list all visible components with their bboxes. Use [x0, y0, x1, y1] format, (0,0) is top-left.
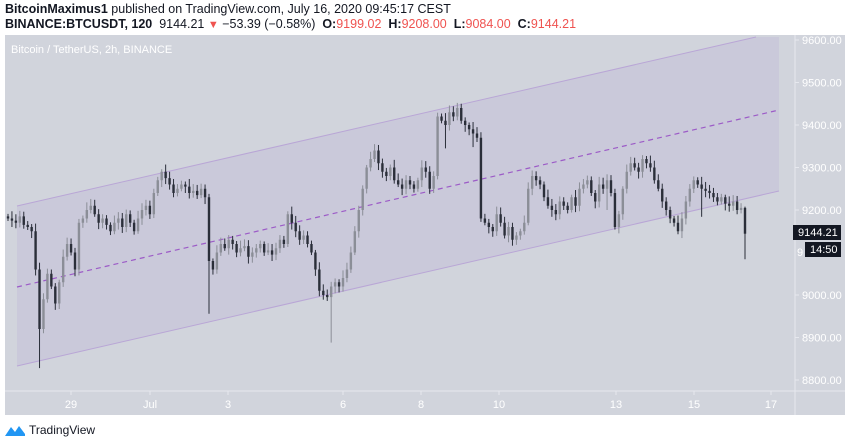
- last-price: 9144.21: [159, 17, 205, 31]
- publish-info: BitcoinMaximus1 published on TradingView…: [5, 2, 451, 16]
- y-tick-label: 9400.00: [802, 120, 842, 132]
- author-name: BitcoinMaximus1: [5, 2, 108, 16]
- y-tick-label: 8800.00: [802, 375, 842, 387]
- close-label: C:: [517, 17, 531, 31]
- chart-legend: Bitcoin / TetherUS, 2h, BINANCE: [11, 44, 172, 56]
- last-price-tag-text: 9144.21: [798, 227, 838, 239]
- x-tick-label: 15: [688, 399, 700, 411]
- x-tick-label: 17: [765, 399, 777, 411]
- svg-text:9: 9: [797, 247, 803, 259]
- open-label: O:: [322, 17, 337, 31]
- x-axis[interactable]: 29 Jul 3 6 8 10 13 15 17: [65, 391, 777, 411]
- channel-fill: [17, 37, 779, 366]
- low-label: L:: [453, 17, 466, 31]
- close-value: 9144.21: [530, 17, 577, 31]
- open-value: 9199.02: [336, 17, 382, 31]
- countdown-tag: 9 14:50: [797, 242, 841, 259]
- price-chart[interactable]: 9600.00 9500.00 9400.00 9300.00 9200.00 9000.…: [0, 0, 850, 420]
- published-text: published on TradingView.com, July 16, 2…: [107, 2, 451, 16]
- x-tick-label: 10: [493, 399, 505, 411]
- x-tick-label: 13: [610, 399, 622, 411]
- down-arrow-icon: ▼: [207, 19, 219, 31]
- last-price-tag: 9144.21: [793, 225, 841, 240]
- y-tick-label: 9000.00: [802, 290, 842, 302]
- x-tick-label: 29: [65, 399, 77, 411]
- brand-name: TradingView: [29, 423, 96, 437]
- symbol-info: BINANCE:BTCUSDT, 120 9144.21 ▼ −53.39 (−…: [5, 17, 576, 31]
- channel-upper-line: [16, 36, 757, 207]
- tradingview-logo-icon: [5, 426, 25, 436]
- low-value: 9084.00: [465, 17, 511, 31]
- high-label: H:: [388, 17, 402, 31]
- y-tick-label: 9200.00: [802, 205, 842, 217]
- y-axis[interactable]: 9600.00 9500.00 9400.00 9300.00 9200.00 9000.…: [795, 35, 842, 387]
- symbol-name: BINANCE:BTCUSDT, 120: [5, 17, 153, 31]
- x-tick-label: Jul: [143, 399, 157, 411]
- y-tick-label: 9600.00: [802, 35, 842, 47]
- channel-lower-line: [16, 190, 780, 367]
- footer-brand: TradingView: [5, 423, 95, 437]
- channel-mid-line: [16, 109, 780, 288]
- y-tick-label: 9500.00: [802, 78, 842, 90]
- x-tick-label: 8: [418, 399, 424, 411]
- high-value: 9208.00: [401, 17, 447, 31]
- candles: [6, 102, 747, 369]
- x-tick-label: 6: [340, 399, 346, 411]
- x-tick-label: 3: [225, 399, 231, 411]
- y-tick-label: 9300.00: [802, 163, 842, 175]
- price-change: −53.39 (−0.58%): [222, 17, 316, 31]
- countdown-text: 14:50: [810, 244, 838, 256]
- y-tick-label: 8900.00: [802, 333, 842, 345]
